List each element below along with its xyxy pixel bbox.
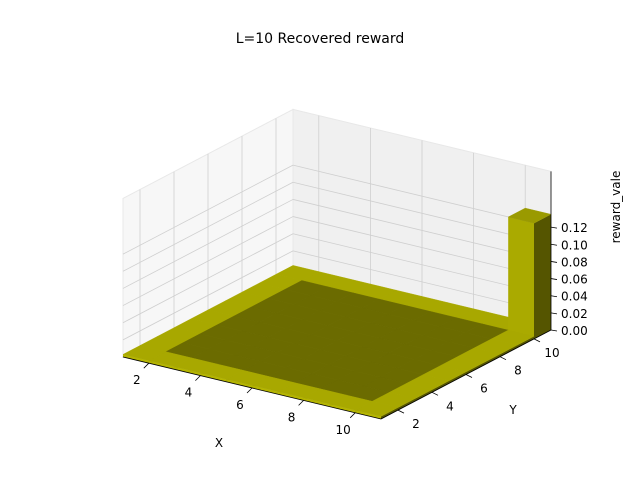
z-grid-back-line bbox=[292, 216, 552, 279]
z-tick-label: 0.02 bbox=[561, 307, 588, 321]
y-tick-label: 8 bbox=[514, 364, 522, 378]
bar-side-face bbox=[500, 345, 517, 357]
z-grid-back-line bbox=[292, 250, 552, 314]
z-tick bbox=[550, 329, 558, 332]
z-tick bbox=[550, 312, 558, 315]
z-grid-left-line bbox=[122, 199, 294, 289]
bar-side-face bbox=[483, 354, 500, 366]
bar-side-face bbox=[398, 398, 415, 411]
bar-front-face bbox=[252, 385, 278, 395]
bar bbox=[354, 401, 399, 417]
x-tick-label: 8 bbox=[288, 410, 296, 424]
x-tick bbox=[246, 387, 253, 394]
z-grid-back-line bbox=[292, 181, 552, 245]
x-tick bbox=[143, 362, 150, 369]
z-grid-back-line bbox=[292, 164, 552, 228]
y-tick-label: 10 bbox=[544, 346, 559, 360]
z-grid-left-line bbox=[122, 181, 294, 272]
x-axis-label: X bbox=[215, 436, 223, 450]
x-tick-label: 6 bbox=[236, 398, 244, 412]
y-tick bbox=[499, 356, 507, 361]
y-tick bbox=[533, 338, 541, 343]
x-tick bbox=[195, 375, 201, 381]
x-tick bbox=[298, 400, 304, 406]
y-tick-label: 4 bbox=[446, 399, 454, 413]
bar-front-face bbox=[329, 404, 356, 413]
bar-side-face bbox=[534, 214, 551, 339]
bar-side-face bbox=[432, 380, 449, 393]
bar-front-face bbox=[303, 397, 330, 407]
bar-front-face bbox=[123, 354, 149, 364]
x-tick-label: 2 bbox=[133, 373, 141, 387]
bar-side-face bbox=[466, 363, 483, 375]
bar-front-face bbox=[226, 379, 252, 388]
chart-title: L=10 Recovered reward bbox=[236, 31, 405, 47]
z-tick bbox=[550, 295, 558, 298]
y-axis-label: Y bbox=[508, 403, 517, 417]
bar-front-face bbox=[200, 373, 227, 382]
z-grid-left-line bbox=[122, 164, 294, 255]
z-tick-label: 0.04 bbox=[561, 290, 588, 304]
z-tick bbox=[550, 243, 558, 246]
bar-front-face bbox=[355, 410, 381, 419]
bar-front-face bbox=[174, 366, 201, 376]
z-axis-label: reward_vale bbox=[609, 171, 623, 244]
z-grid-left-line bbox=[122, 216, 294, 306]
y-tick bbox=[465, 374, 473, 378]
z-tick-label: 0.10 bbox=[561, 238, 588, 252]
z-grid-left-line bbox=[122, 250, 294, 341]
z-tick bbox=[550, 261, 558, 263]
bars bbox=[122, 207, 552, 419]
z-grid-back-line bbox=[292, 233, 552, 297]
y-tick-label: 6 bbox=[480, 382, 488, 396]
z-grid-back-line bbox=[292, 199, 552, 262]
bar-front-face bbox=[508, 217, 534, 339]
z-grid-left-line bbox=[122, 233, 294, 324]
bar-side-face bbox=[381, 407, 398, 419]
z-tick-label: 0.00 bbox=[561, 324, 588, 338]
bar-side-face bbox=[415, 389, 432, 402]
x-tick-label: 4 bbox=[185, 386, 193, 400]
bar-front-face bbox=[277, 391, 304, 401]
y-tick-label: 2 bbox=[412, 417, 420, 431]
x-tick-label: 10 bbox=[336, 423, 351, 437]
bar-front-face bbox=[148, 360, 175, 370]
z-tick-label: 0.06 bbox=[561, 273, 588, 287]
z-tick-label: 0.08 bbox=[561, 255, 588, 269]
y-tick bbox=[431, 391, 439, 396]
z-tick bbox=[550, 226, 558, 229]
x-tick bbox=[349, 412, 356, 419]
y-tick bbox=[397, 409, 405, 414]
z-tick-label: 0.12 bbox=[561, 221, 588, 235]
bar-side-face bbox=[449, 371, 466, 384]
z-tick bbox=[550, 278, 558, 280]
bar-side-face bbox=[517, 336, 534, 348]
